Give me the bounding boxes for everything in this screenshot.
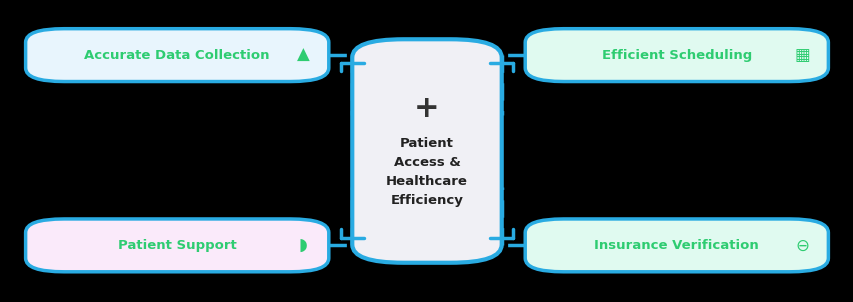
Text: Insurance Verification: Insurance Verification — [594, 239, 758, 252]
Text: Accurate Data Collection: Accurate Data Collection — [84, 49, 270, 62]
Text: +: + — [414, 94, 439, 123]
FancyBboxPatch shape — [351, 39, 501, 263]
Text: ▦: ▦ — [794, 46, 809, 64]
FancyBboxPatch shape — [525, 29, 827, 82]
Text: ⊖: ⊖ — [795, 236, 809, 254]
FancyBboxPatch shape — [26, 29, 328, 82]
Text: ▲: ▲ — [297, 46, 309, 64]
FancyBboxPatch shape — [525, 219, 827, 272]
FancyBboxPatch shape — [26, 219, 328, 272]
Text: Efficient Scheduling: Efficient Scheduling — [601, 49, 751, 62]
Text: Patient
Access &
Healthcare
Efficiency: Patient Access & Healthcare Efficiency — [386, 137, 467, 207]
Text: ◗: ◗ — [299, 236, 307, 254]
Text: Patient Support: Patient Support — [118, 239, 236, 252]
